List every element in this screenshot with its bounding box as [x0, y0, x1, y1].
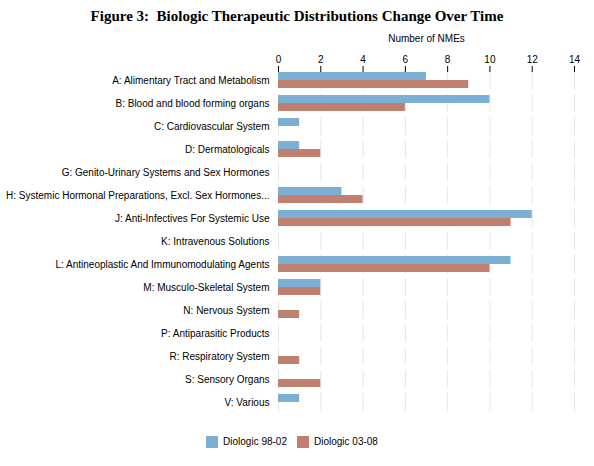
svg-text:L: Antineoplastic And Immunomo: L: Antineoplastic And Immunomodulating A… [55, 259, 269, 270]
svg-text:A: Alimentary Tract and Metabo: A: Alimentary Tract and Metabolism [112, 75, 269, 86]
svg-text:S: Sensory Organs: S: Sensory Organs [185, 374, 269, 385]
svg-text:6: 6 [403, 54, 409, 65]
svg-text:D: Dermatologicals: D: Dermatologicals [185, 144, 269, 155]
html-text:Diologic 03-08: Diologic 03-08 [314, 436, 378, 447]
html-text:Figure 3: Biologic Therapeutic: Figure 3: Biologic Therapeutic Distribut… [90, 8, 504, 24]
svg-text:Number of NMEs: Number of NMEs [388, 33, 465, 44]
svg-text:M: Musculo-Skeletal System: M: Musculo-Skeletal System [143, 282, 269, 293]
svg-text:K: Intravenous Solutions: K: Intravenous Solutions [161, 236, 269, 247]
svg-text:12: 12 [527, 54, 539, 65]
svg-text:4: 4 [360, 54, 366, 65]
svg-text:C: Cardiovascular System: C: Cardiovascular System [154, 121, 270, 132]
svg-text:0: 0 [276, 54, 282, 65]
svg-text:P: Antiparasitic Products: P: Antiparasitic Products [161, 328, 269, 339]
svg-text:14: 14 [569, 54, 581, 65]
html-text:Diologic 98-02: Diologic 98-02 [223, 436, 287, 447]
svg-text:B: Blood and blood forming org: B: Blood and blood forming organs [116, 98, 270, 109]
svg-text:N: Nervous System: N: Nervous System [183, 305, 269, 316]
svg-text:10: 10 [484, 54, 496, 65]
svg-text:R: Respiratory System: R: Respiratory System [169, 351, 269, 362]
svg-text:H: Systemic Hormonal Preparati: H: Systemic Hormonal Preparations, Excl.… [6, 190, 269, 201]
svg-text:8: 8 [445, 54, 451, 65]
svg-text:V: Various: V: Various [224, 397, 269, 408]
svg-text:G: Genito-Urinary Systems and: G: Genito-Urinary Systems and Sex Hormon… [62, 167, 270, 178]
svg-text:J: Anti-Infectives For Systemi: J: Anti-Infectives For Systemic Use [115, 213, 270, 224]
svg-text:2: 2 [318, 54, 324, 65]
